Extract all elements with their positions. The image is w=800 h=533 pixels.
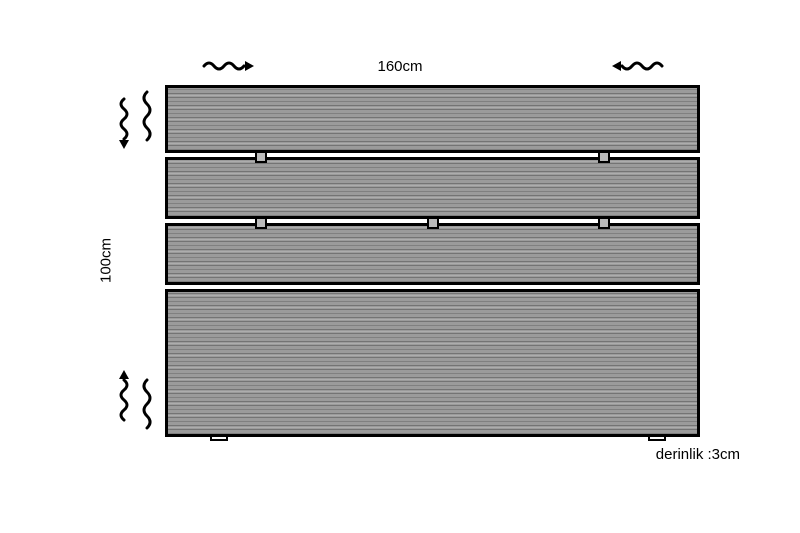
plank-1 <box>165 85 700 153</box>
panel-assembly <box>165 85 700 437</box>
arrow-left-bottom <box>116 370 132 424</box>
plank-2 <box>165 157 700 219</box>
squiggle-left-bottom <box>140 378 154 434</box>
hanger-5 <box>600 219 608 227</box>
hanger-4 <box>429 219 437 227</box>
plank-4 <box>165 289 700 437</box>
plank-3 <box>165 223 700 285</box>
arrow-top-left <box>200 58 254 74</box>
hanger-2 <box>600 153 608 161</box>
squiggle-left-top <box>140 90 154 146</box>
diagram-canvas: 160cm 100cm derinlik :3cm <box>0 0 800 533</box>
foot-2 <box>648 435 666 441</box>
width-label: 160cm <box>0 58 800 75</box>
hanger-3 <box>257 219 265 227</box>
arrow-left-top <box>116 95 132 149</box>
arrow-top-right <box>612 58 666 74</box>
foot-1 <box>210 435 228 441</box>
height-label: 100cm <box>98 221 115 301</box>
hanger-1 <box>257 153 265 161</box>
depth-label: derinlik :3cm <box>656 446 740 463</box>
